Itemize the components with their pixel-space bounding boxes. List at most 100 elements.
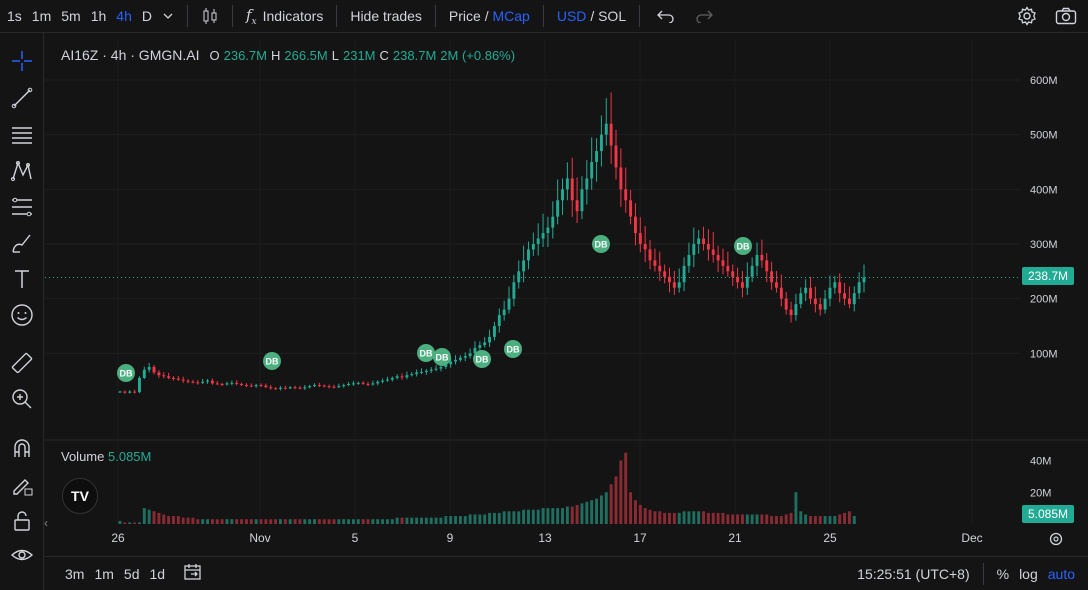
candle-body (206, 380, 209, 382)
volume-bar (429, 517, 433, 524)
candle-body (697, 238, 701, 244)
candle-body (259, 385, 263, 387)
tradingview-logo[interactable]: TV (62, 478, 98, 514)
candle-body (458, 357, 462, 360)
candle-body (152, 366, 156, 373)
interval-4h[interactable]: 4h (116, 8, 132, 24)
candle-type-icon[interactable] (196, 0, 224, 33)
volume-bar (789, 512, 793, 524)
range-5d[interactable]: 5d (123, 565, 140, 582)
high-label: H (270, 47, 281, 63)
currency-toggle[interactable]: USD / SOL (552, 0, 631, 33)
volume-bar (833, 516, 837, 524)
candle-body (726, 265, 730, 272)
candle-body (668, 276, 671, 283)
emoji-icon[interactable] (8, 301, 36, 329)
volume-bar (721, 512, 725, 524)
indicators-button[interactable]: fx Indicators (241, 0, 328, 33)
gear-center (1053, 536, 1059, 542)
candle-body (133, 391, 137, 393)
db-marker-label: DB (595, 240, 608, 250)
fib-icon[interactable] (8, 193, 36, 221)
crosshair-icon[interactable] (8, 47, 36, 75)
volume-bar (619, 460, 623, 524)
candle-body (147, 366, 151, 370)
clock-time[interactable]: 15:25:51 (UTC+8) (857, 565, 970, 582)
candle-body (522, 260, 526, 272)
interval-1m[interactable]: 1m (31, 8, 52, 24)
collapse-chevron-icon[interactable]: ‹ (44, 516, 48, 530)
ruler-icon[interactable] (8, 349, 36, 377)
hide-trades-button[interactable]: Hide trades (350, 8, 422, 24)
candle-body (356, 382, 360, 384)
time-tick-label: Nov (249, 531, 270, 545)
candle-body (682, 265, 686, 283)
brush-icon[interactable] (8, 229, 36, 257)
volume-bar (293, 519, 297, 524)
volume-bar (813, 516, 817, 524)
volume-bar (478, 514, 482, 524)
pattern-icon[interactable] (8, 157, 36, 185)
interval-1h[interactable]: 1h (90, 8, 107, 24)
volume-bar (147, 509, 151, 524)
volume-bar (497, 512, 501, 524)
volume-bar (356, 519, 360, 524)
time-tick-label: 21 (728, 531, 742, 545)
volume-bar (629, 492, 633, 524)
interval-5m[interactable]: 5m (61, 8, 81, 24)
axis-settings-icon (1049, 532, 1063, 546)
magnet-icon[interactable] (8, 435, 36, 463)
candle-body (590, 161, 594, 179)
date-range-icon[interactable] (178, 563, 208, 584)
trend-line-icon[interactable] (8, 84, 36, 112)
horizontal-lines-icon[interactable] (8, 121, 36, 149)
volume-bar (381, 519, 385, 524)
volume-bar (775, 516, 778, 524)
candle-body (779, 287, 783, 299)
interval-D[interactable]: D (141, 8, 152, 24)
interval-1s[interactable]: 1s (7, 8, 22, 24)
redo-icon[interactable] (690, 0, 718, 33)
volume-bar (371, 519, 375, 524)
range-3m[interactable]: 3m (65, 565, 85, 582)
zoom-in-icon[interactable] (8, 385, 36, 413)
log-toggle[interactable]: log (1019, 565, 1038, 582)
candle-body (599, 134, 603, 152)
pencil-lock-icon[interactable] (8, 471, 36, 499)
candle-body (240, 383, 244, 386)
volume-bar (186, 517, 190, 524)
candle-body (420, 371, 423, 373)
open-label: O (209, 47, 220, 63)
grid-lines (45, 40, 1088, 524)
percent-toggle[interactable]: % (996, 565, 1010, 582)
drawing-toolbar (0, 33, 44, 590)
eye-icon[interactable] (8, 541, 36, 569)
symbol-title: AI16Z · 4h · GMGN.AI (61, 47, 200, 63)
candle-body (308, 386, 312, 388)
candle-body (468, 353, 472, 357)
price-mcap-toggle[interactable]: Price / MCap (444, 0, 535, 33)
volume-bar (541, 508, 545, 524)
chevron-down-icon[interactable] (157, 0, 179, 33)
candle-body (390, 377, 394, 380)
camera-icon[interactable] (1050, 0, 1082, 33)
range-1d[interactable]: 1d (149, 565, 166, 582)
volume-bar (784, 514, 788, 524)
range-1m[interactable]: 1m (94, 565, 114, 582)
settings-gear-icon[interactable] (1012, 0, 1042, 33)
volume-bar (376, 519, 380, 524)
undo-icon[interactable] (652, 0, 680, 33)
candle-body (473, 347, 477, 354)
candle-body (804, 287, 808, 294)
close-value: 238.7M (392, 47, 437, 63)
text-icon[interactable] (8, 265, 36, 293)
slash: / (484, 8, 489, 24)
volume-bar (595, 498, 599, 524)
auto-toggle[interactable]: auto (1047, 565, 1075, 582)
volume-bar (799, 511, 803, 524)
volume-bar (142, 508, 146, 524)
candle-body (123, 391, 127, 393)
lock-icon[interactable] (8, 507, 36, 535)
